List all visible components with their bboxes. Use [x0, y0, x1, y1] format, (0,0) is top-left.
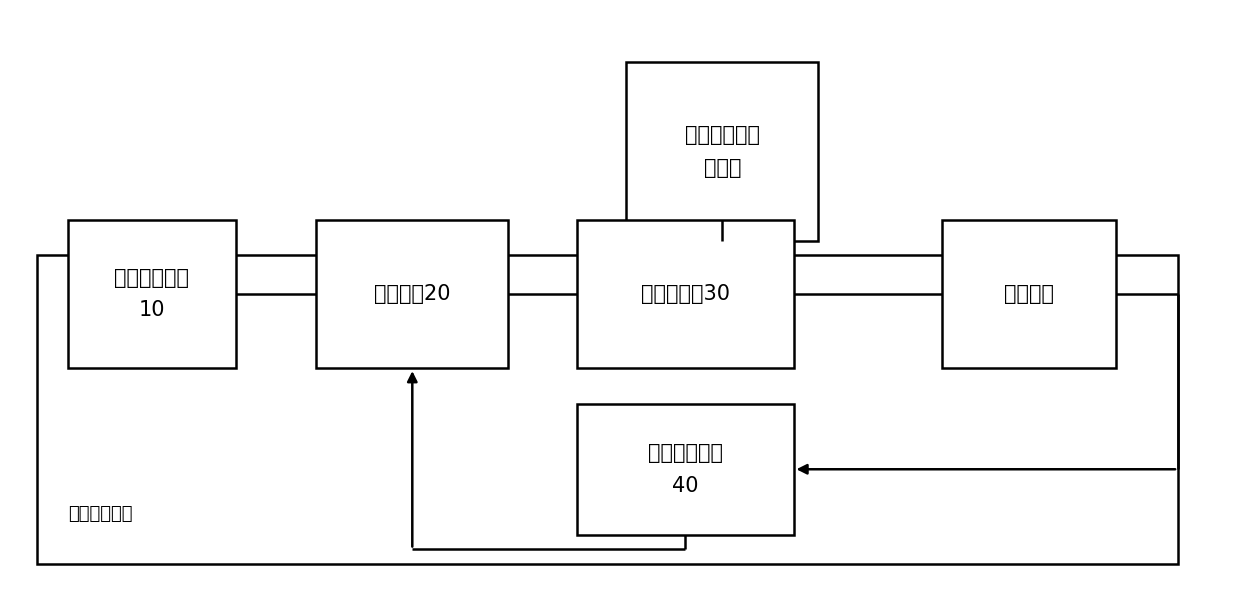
Text: 分合闸装置30: 分合闸装置30: [641, 284, 729, 304]
Bar: [68, 220, 236, 368]
Bar: [577, 220, 794, 368]
Bar: [316, 220, 508, 368]
Text: 外置负荷开关: 外置负荷开关: [68, 505, 133, 523]
Bar: [37, 255, 1178, 564]
Text: 电能表电压接
线端子: 电能表电压接 线端子: [684, 125, 760, 178]
Text: 微处理器20: 微处理器20: [374, 284, 450, 304]
Bar: [626, 62, 818, 241]
Bar: [577, 404, 794, 535]
Text: 用户负载: 用户负载: [1004, 284, 1054, 304]
Text: 电压采样模块
40: 电压采样模块 40: [647, 443, 723, 495]
Text: 无线通信模块
10: 无线通信模块 10: [114, 268, 190, 320]
Bar: [942, 220, 1116, 368]
